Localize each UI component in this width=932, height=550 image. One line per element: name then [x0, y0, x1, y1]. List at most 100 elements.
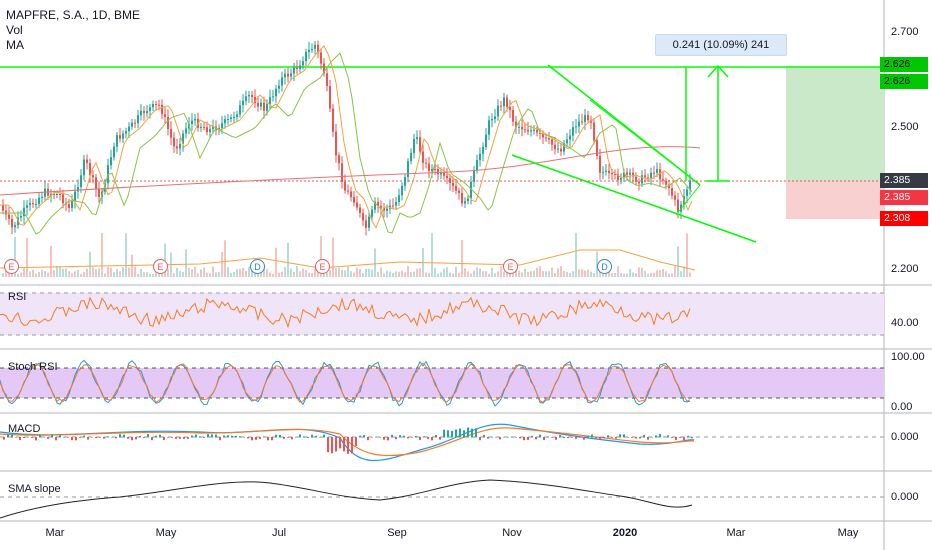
volume-bar	[488, 273, 490, 277]
macd-histogram-bar	[23, 437, 25, 439]
macd-histogram-bar	[355, 437, 357, 447]
macd-histogram-bar	[335, 437, 337, 452]
volume-bar	[377, 271, 379, 277]
symbol-title[interactable]: MAPFRE, S.A., 1D, BME	[6, 8, 141, 22]
macd-histogram-bar	[575, 437, 577, 439]
candle-body	[131, 122, 133, 127]
candle-body	[635, 176, 637, 182]
entry-price-tag: 2.385	[880, 190, 928, 205]
candle-body	[542, 134, 544, 138]
candle-body	[167, 116, 169, 129]
candle-body	[491, 119, 493, 121]
volume-bar	[530, 271, 532, 277]
volume-bar	[110, 267, 112, 277]
ma-fast-line	[0, 45, 693, 229]
volume-bar	[296, 266, 298, 277]
macd-histogram-bar	[347, 437, 349, 454]
macd-histogram-bar	[271, 437, 273, 441]
candle-body	[557, 148, 559, 150]
dividend-marker[interactable]: D	[597, 259, 612, 274]
volume-bar	[605, 272, 607, 277]
candle-body	[581, 121, 583, 123]
volume-bar	[527, 272, 529, 277]
macd-histogram-bar	[511, 436, 513, 438]
candle-body	[659, 169, 661, 180]
volume-indicator-label[interactable]: Vol	[6, 23, 23, 37]
volume-bar	[344, 270, 346, 277]
macd-histogram-bar	[495, 436, 497, 438]
candle-body	[497, 105, 499, 117]
macd-histogram-bar	[635, 437, 637, 439]
volume-bar	[128, 267, 130, 277]
macd-histogram-bar	[147, 434, 149, 438]
volume-bar	[461, 239, 463, 277]
candle-body	[20, 216, 22, 218]
macd-histogram-bar	[643, 434, 645, 438]
macd-histogram-bar	[211, 434, 213, 438]
volume-bar	[464, 268, 466, 277]
macd-histogram-bar	[251, 437, 253, 441]
macd-histogram-bar	[379, 437, 381, 438]
candle-body	[290, 73, 292, 77]
price-range-measure-label: 0.241 (10.09%) 241	[655, 34, 787, 56]
candle-body	[500, 105, 502, 107]
volume-bar	[269, 272, 271, 277]
candle-body	[236, 114, 238, 117]
macd-histogram-bar	[655, 435, 657, 438]
candle-body	[68, 203, 70, 209]
volume-bar	[416, 268, 418, 277]
macd-histogram-bar	[523, 437, 525, 441]
volume-bar	[20, 272, 22, 277]
earnings-marker[interactable]: E	[503, 259, 518, 274]
volume-bar	[617, 266, 619, 277]
volume-bar	[659, 270, 661, 277]
earnings-marker[interactable]: E	[153, 259, 168, 274]
candle-body	[407, 161, 409, 178]
stoch-rsi-pane-label[interactable]: Stoch RSI	[8, 361, 58, 373]
candle-body	[95, 177, 97, 189]
earnings-marker[interactable]: E	[315, 259, 330, 274]
volume-bar	[359, 268, 361, 277]
macd-histogram-bar	[187, 437, 189, 439]
volume-bar	[473, 270, 475, 277]
moving-average-label[interactable]: MA	[6, 38, 24, 52]
price-tick: 2.500	[891, 121, 919, 133]
candle-body	[89, 163, 91, 176]
macd-pane-label[interactable]: MACD	[8, 423, 41, 435]
macd-histogram-bar	[351, 437, 353, 454]
candle-body	[353, 197, 355, 203]
candle-body	[572, 127, 574, 136]
macd-histogram-bar	[383, 437, 385, 440]
candle-body	[8, 214, 10, 219]
candle-body	[485, 134, 487, 147]
rsi-pane-label[interactable]: RSI	[8, 291, 27, 303]
candle-body	[23, 207, 25, 217]
candle-body	[668, 184, 670, 189]
macd-histogram-bar	[175, 437, 177, 439]
macd-histogram-bar	[611, 437, 613, 438]
candle-body	[443, 172, 445, 176]
candle-body	[596, 140, 598, 156]
volume-bar	[380, 267, 382, 277]
candle-body	[647, 177, 649, 179]
volume-bar	[53, 270, 55, 277]
candle-body	[356, 202, 358, 208]
volume-bar	[383, 273, 385, 277]
volume-bar	[281, 271, 283, 277]
macd-histogram-bar	[123, 434, 125, 438]
volume-bar	[194, 266, 196, 277]
candle-body	[296, 67, 298, 70]
chart-legend: MAPFRE, S.A., 1D, BME Vol MA	[6, 8, 140, 53]
volume-bar	[68, 271, 70, 277]
volume-bar	[587, 269, 589, 277]
candle-body	[98, 188, 100, 197]
volume-bar	[491, 267, 493, 277]
earnings-marker[interactable]: E	[4, 259, 19, 274]
volume-bar	[452, 273, 454, 277]
candle-body	[116, 135, 118, 147]
dividend-marker[interactable]: D	[250, 259, 265, 274]
sma-slope-pane-label[interactable]: SMA slope	[8, 483, 61, 495]
volume-bar	[74, 271, 76, 277]
macd-histogram-bar	[99, 437, 101, 438]
